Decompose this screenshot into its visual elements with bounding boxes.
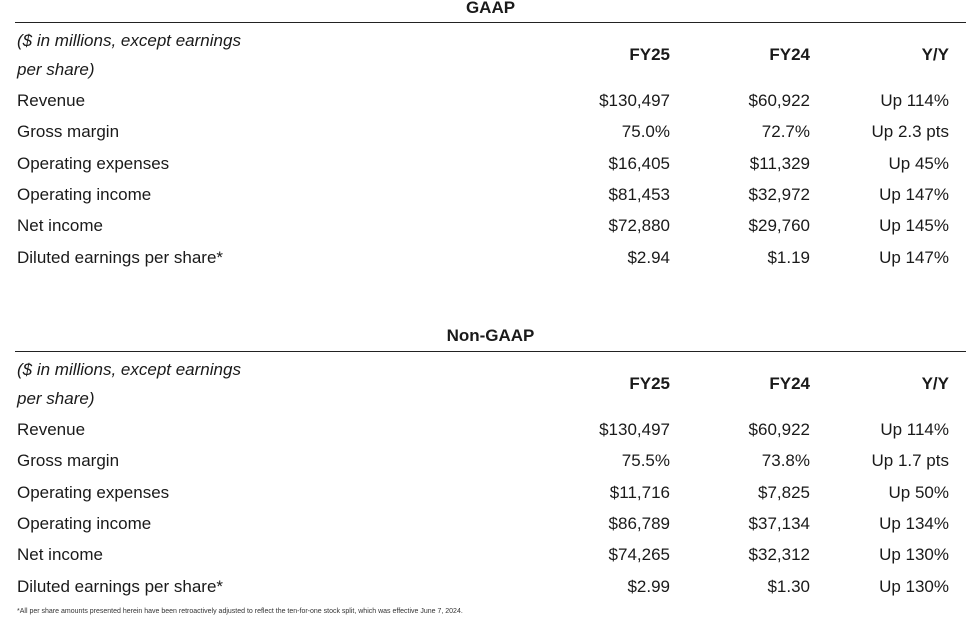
table-row: Gross margin 75.5% 73.8% Up 1.7 pts [15, 445, 966, 476]
value-fy24: $37,134 [748, 514, 810, 533]
value-fy25: $74,265 [608, 545, 670, 564]
value-fy25: $11,716 [609, 483, 670, 502]
value-fy24: $1.19 [767, 248, 810, 267]
value-fy25: $130,497 [599, 91, 670, 110]
value-yy: Up 130% [879, 545, 949, 564]
table-row: Revenue $130,497 $60,922 Up 114% [15, 414, 966, 445]
footnote: *All per share amounts presented herein … [17, 608, 463, 615]
row-label: Operating expenses [17, 483, 170, 502]
value-yy: Up 130% [879, 577, 949, 596]
value-yy: Up 45% [888, 154, 949, 173]
value-fy25: $86,789 [608, 514, 670, 533]
value-fy24: $7,825 [758, 483, 810, 502]
nongaap-units-label-line2: per share) [17, 389, 95, 408]
nongaap-divider [15, 351, 966, 352]
table-row: Operating expenses $11,716 $7,825 Up 50% [15, 477, 966, 508]
value-yy: Up 147% [879, 185, 949, 204]
nongaap-col-fy25: FY25 [629, 374, 670, 393]
value-yy: Up 114% [880, 420, 949, 439]
table-row: Net income $72,880 $29,760 Up 145% [15, 210, 966, 241]
value-fy24: $1.30 [767, 577, 810, 596]
table-row: Net income $74,265 $32,312 Up 130% [15, 539, 966, 570]
nongaap-table: Non-GAAP ($ in millions, except earnings… [15, 326, 966, 606]
table-row: Operating expenses $16,405 $11,329 Up 45… [15, 148, 966, 179]
row-label: Revenue [17, 91, 86, 110]
value-yy: Up 114% [880, 91, 949, 110]
row-label: Net income [17, 216, 103, 235]
value-fy25: $2.94 [627, 248, 670, 267]
value-fy24: $60,922 [748, 91, 810, 110]
value-yy: Up 1.7 pts [871, 451, 950, 470]
row-label: Diluted earnings per share* [17, 248, 224, 267]
table-row: Revenue $130,497 $60,922 Up 114% [15, 85, 966, 116]
value-fy24: $60,922 [748, 420, 810, 439]
value-fy24: 72.7% [761, 122, 810, 141]
value-yy: Up 2.3 pts [871, 122, 950, 141]
nongaap-col-yy: Y/Y [921, 374, 949, 393]
gaap-units-label-line2: per share) [17, 60, 95, 79]
value-fy25: $130,497 [599, 420, 670, 439]
nongaap-col-fy24: FY24 [769, 374, 810, 393]
value-yy: Up 134% [879, 514, 949, 533]
value-fy24: 73.8% [761, 451, 810, 470]
row-label: Revenue [17, 420, 86, 439]
table-row: Diluted earnings per share* $2.94 $1.19 … [15, 242, 966, 273]
gaap-col-fy25: FY25 [629, 45, 670, 64]
gaap-col-yy: Y/Y [921, 45, 949, 64]
gaap-title: GAAP [465, 0, 516, 17]
value-fy25: 75.0% [621, 122, 670, 141]
value-fy25: $72,880 [608, 216, 670, 235]
value-fy25: $81,453 [608, 185, 670, 204]
value-fy24: $11,329 [749, 154, 810, 173]
row-label: Diluted earnings per share* [17, 577, 224, 596]
value-fy24: $29,760 [748, 216, 810, 235]
value-fy24: $32,972 [748, 185, 810, 204]
row-label: Operating income [17, 514, 152, 533]
nongaap-title: Non-GAAP [446, 326, 535, 345]
gaap-units-label-line1: ($ in millions, except earnings [17, 31, 241, 50]
row-label: Gross margin [17, 122, 120, 141]
value-fy25: $16,405 [608, 154, 670, 173]
gaap-table: GAAP ($ in millions, except earnings per… [15, 0, 966, 280]
table-row: Diluted earnings per share* $2.99 $1.30 … [15, 571, 966, 602]
value-yy: Up 50% [888, 483, 949, 502]
row-label: Net income [17, 545, 103, 564]
value-fy25: $2.99 [627, 577, 670, 596]
gaap-divider [15, 22, 966, 23]
row-label: Operating expenses [17, 154, 170, 173]
value-yy: Up 147% [879, 248, 949, 267]
table-row: Operating income $86,789 $37,134 Up 134% [15, 508, 966, 539]
value-fy24: $32,312 [748, 545, 810, 564]
value-fy25: 75.5% [621, 451, 670, 470]
table-row: Gross margin 75.0% 72.7% Up 2.3 pts [15, 116, 966, 147]
row-label: Gross margin [17, 451, 120, 470]
table-row: Operating income $81,453 $32,972 Up 147% [15, 179, 966, 210]
row-label: Operating income [17, 185, 152, 204]
value-yy: Up 145% [879, 216, 949, 235]
gaap-col-fy24: FY24 [769, 45, 810, 64]
nongaap-units-label-line1: ($ in millions, except earnings [17, 360, 241, 379]
